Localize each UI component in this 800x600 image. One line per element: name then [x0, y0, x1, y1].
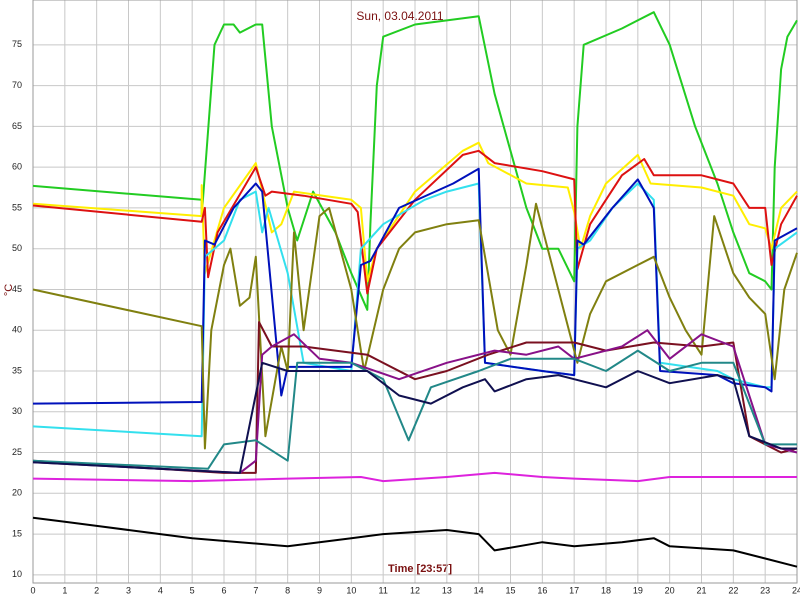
y-axis-label: °C	[3, 284, 15, 296]
x-tick-label: 8	[285, 585, 290, 595]
y-tick-label: 75	[12, 39, 22, 49]
x-tick-label: 9	[317, 585, 322, 595]
series-line	[32, 11, 798, 311]
y-tick-label: 40	[12, 325, 22, 335]
x-tick-label: 12	[410, 585, 420, 595]
x-tick-label: 3	[126, 585, 131, 595]
x-tick-label: 20	[665, 585, 675, 595]
y-tick-label: 30	[12, 406, 22, 416]
x-tick-label: 16	[537, 585, 547, 595]
chart-title: Sun, 03.04.2011	[356, 9, 444, 23]
series-line	[32, 516, 798, 568]
x-tick-label: 19	[633, 585, 643, 595]
x-tick-label: 22	[728, 585, 738, 595]
x-tick-label: 4	[158, 585, 163, 595]
y-tick-label: 70	[12, 80, 22, 90]
x-tick-label: 14	[474, 585, 484, 595]
x-tick-label: 24	[792, 585, 800, 595]
y-tick-label: 10	[12, 569, 22, 579]
grid	[32, 0, 798, 583]
series-line	[32, 149, 798, 295]
y-tick-label: 35	[12, 365, 22, 375]
y-tick-label: 15	[12, 528, 22, 538]
x-tick-label: 5	[190, 585, 195, 595]
x-tick-label: 18	[601, 585, 611, 595]
y-tick-label: 55	[12, 202, 22, 212]
y-tick-label: 25	[12, 447, 22, 457]
x-axis-label: Time [23:57]	[388, 563, 452, 575]
x-tick-label: 15	[505, 585, 515, 595]
x-tick-label: 23	[760, 585, 770, 595]
series-line	[32, 321, 798, 474]
x-tick-label: 2	[94, 585, 99, 595]
x-tick-label: 6	[221, 585, 226, 595]
series-line	[32, 471, 797, 483]
x-tick-label: 13	[442, 585, 452, 595]
x-tick-label: 11	[378, 585, 387, 595]
series-line	[32, 329, 798, 474]
y-tick-label: 20	[12, 488, 22, 498]
series-line	[32, 361, 797, 474]
x-tick-label: 1	[62, 585, 67, 595]
plot-frame	[32, 0, 798, 584]
y-tick-label: 60	[12, 162, 22, 172]
y-tick-label: 50	[12, 243, 22, 253]
x-tick-label: 7	[253, 585, 258, 595]
y-tick-label: 45	[12, 284, 22, 294]
x-tick-label: 21	[696, 585, 706, 595]
x-tick-label: 0	[30, 585, 35, 595]
y-tick-label: 65	[12, 121, 22, 131]
series-line	[32, 202, 798, 450]
x-tick-label: 10	[346, 585, 356, 595]
x-tick-label: 17	[569, 585, 579, 595]
series-line	[32, 349, 797, 470]
